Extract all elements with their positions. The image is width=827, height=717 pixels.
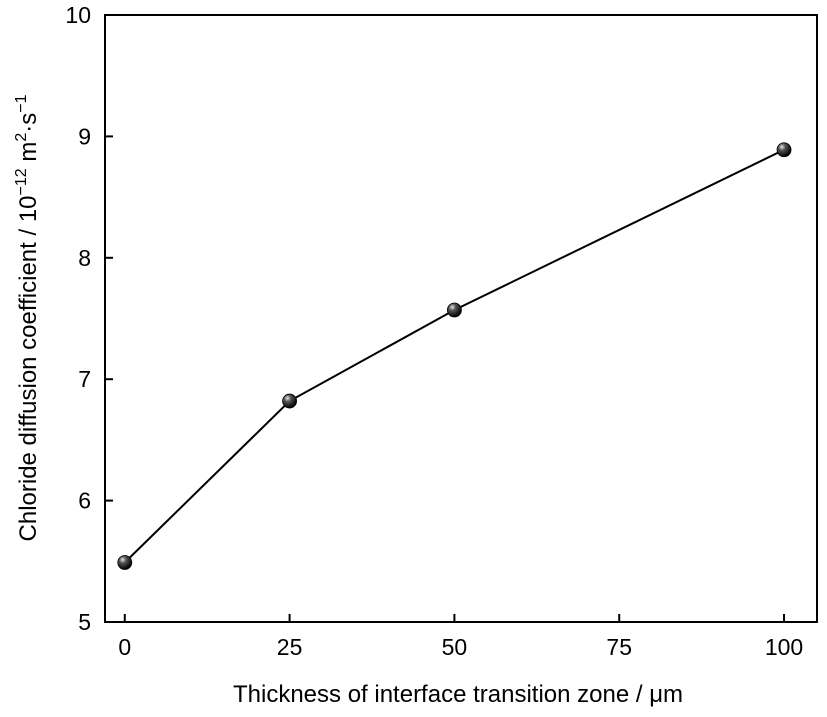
x-axis-title: Thickness of interface transition zone /… bbox=[233, 681, 683, 708]
y-axis-title-exponent: −12 bbox=[13, 168, 30, 195]
y-axis-title-unit-exponent: 2 bbox=[13, 133, 30, 142]
x-tick-label: 75 bbox=[606, 634, 632, 660]
x-tick-label: 100 bbox=[765, 634, 803, 660]
y-tick-label: 9 bbox=[78, 123, 91, 149]
x-axis-ticks: 0 25 50 75 100 bbox=[118, 614, 803, 660]
y-tick-label: 10 bbox=[65, 2, 91, 28]
y-axis-title-unit-2-exponent: −1 bbox=[13, 94, 30, 112]
y-tick-label: 7 bbox=[78, 366, 91, 392]
data-point bbox=[282, 393, 297, 409]
y-axis-title-main: Chloride diffusion coefficient / 10 bbox=[15, 195, 42, 541]
data-point bbox=[447, 302, 462, 318]
x-tick-label: 25 bbox=[277, 634, 303, 660]
y-axis-title-unit: m bbox=[15, 142, 42, 169]
y-axis-ticks: 5 6 7 8 9 10 bbox=[65, 2, 113, 635]
y-tick-label: 5 bbox=[78, 609, 91, 635]
data-point bbox=[776, 142, 792, 158]
plot-frame bbox=[104, 14, 818, 623]
y-tick-label: 6 bbox=[78, 488, 91, 514]
x-tick-label: 0 bbox=[118, 634, 131, 660]
data-point bbox=[117, 555, 133, 570]
x-tick-label: 50 bbox=[442, 634, 468, 660]
y-tick-label: 8 bbox=[78, 245, 91, 271]
data-series bbox=[117, 142, 792, 570]
y-axis-title: Chloride diffusion coefficient / 10−12 m… bbox=[13, 94, 42, 541]
y-axis-title-unit-2: ·s bbox=[15, 113, 42, 133]
series-line bbox=[124, 148, 785, 564]
